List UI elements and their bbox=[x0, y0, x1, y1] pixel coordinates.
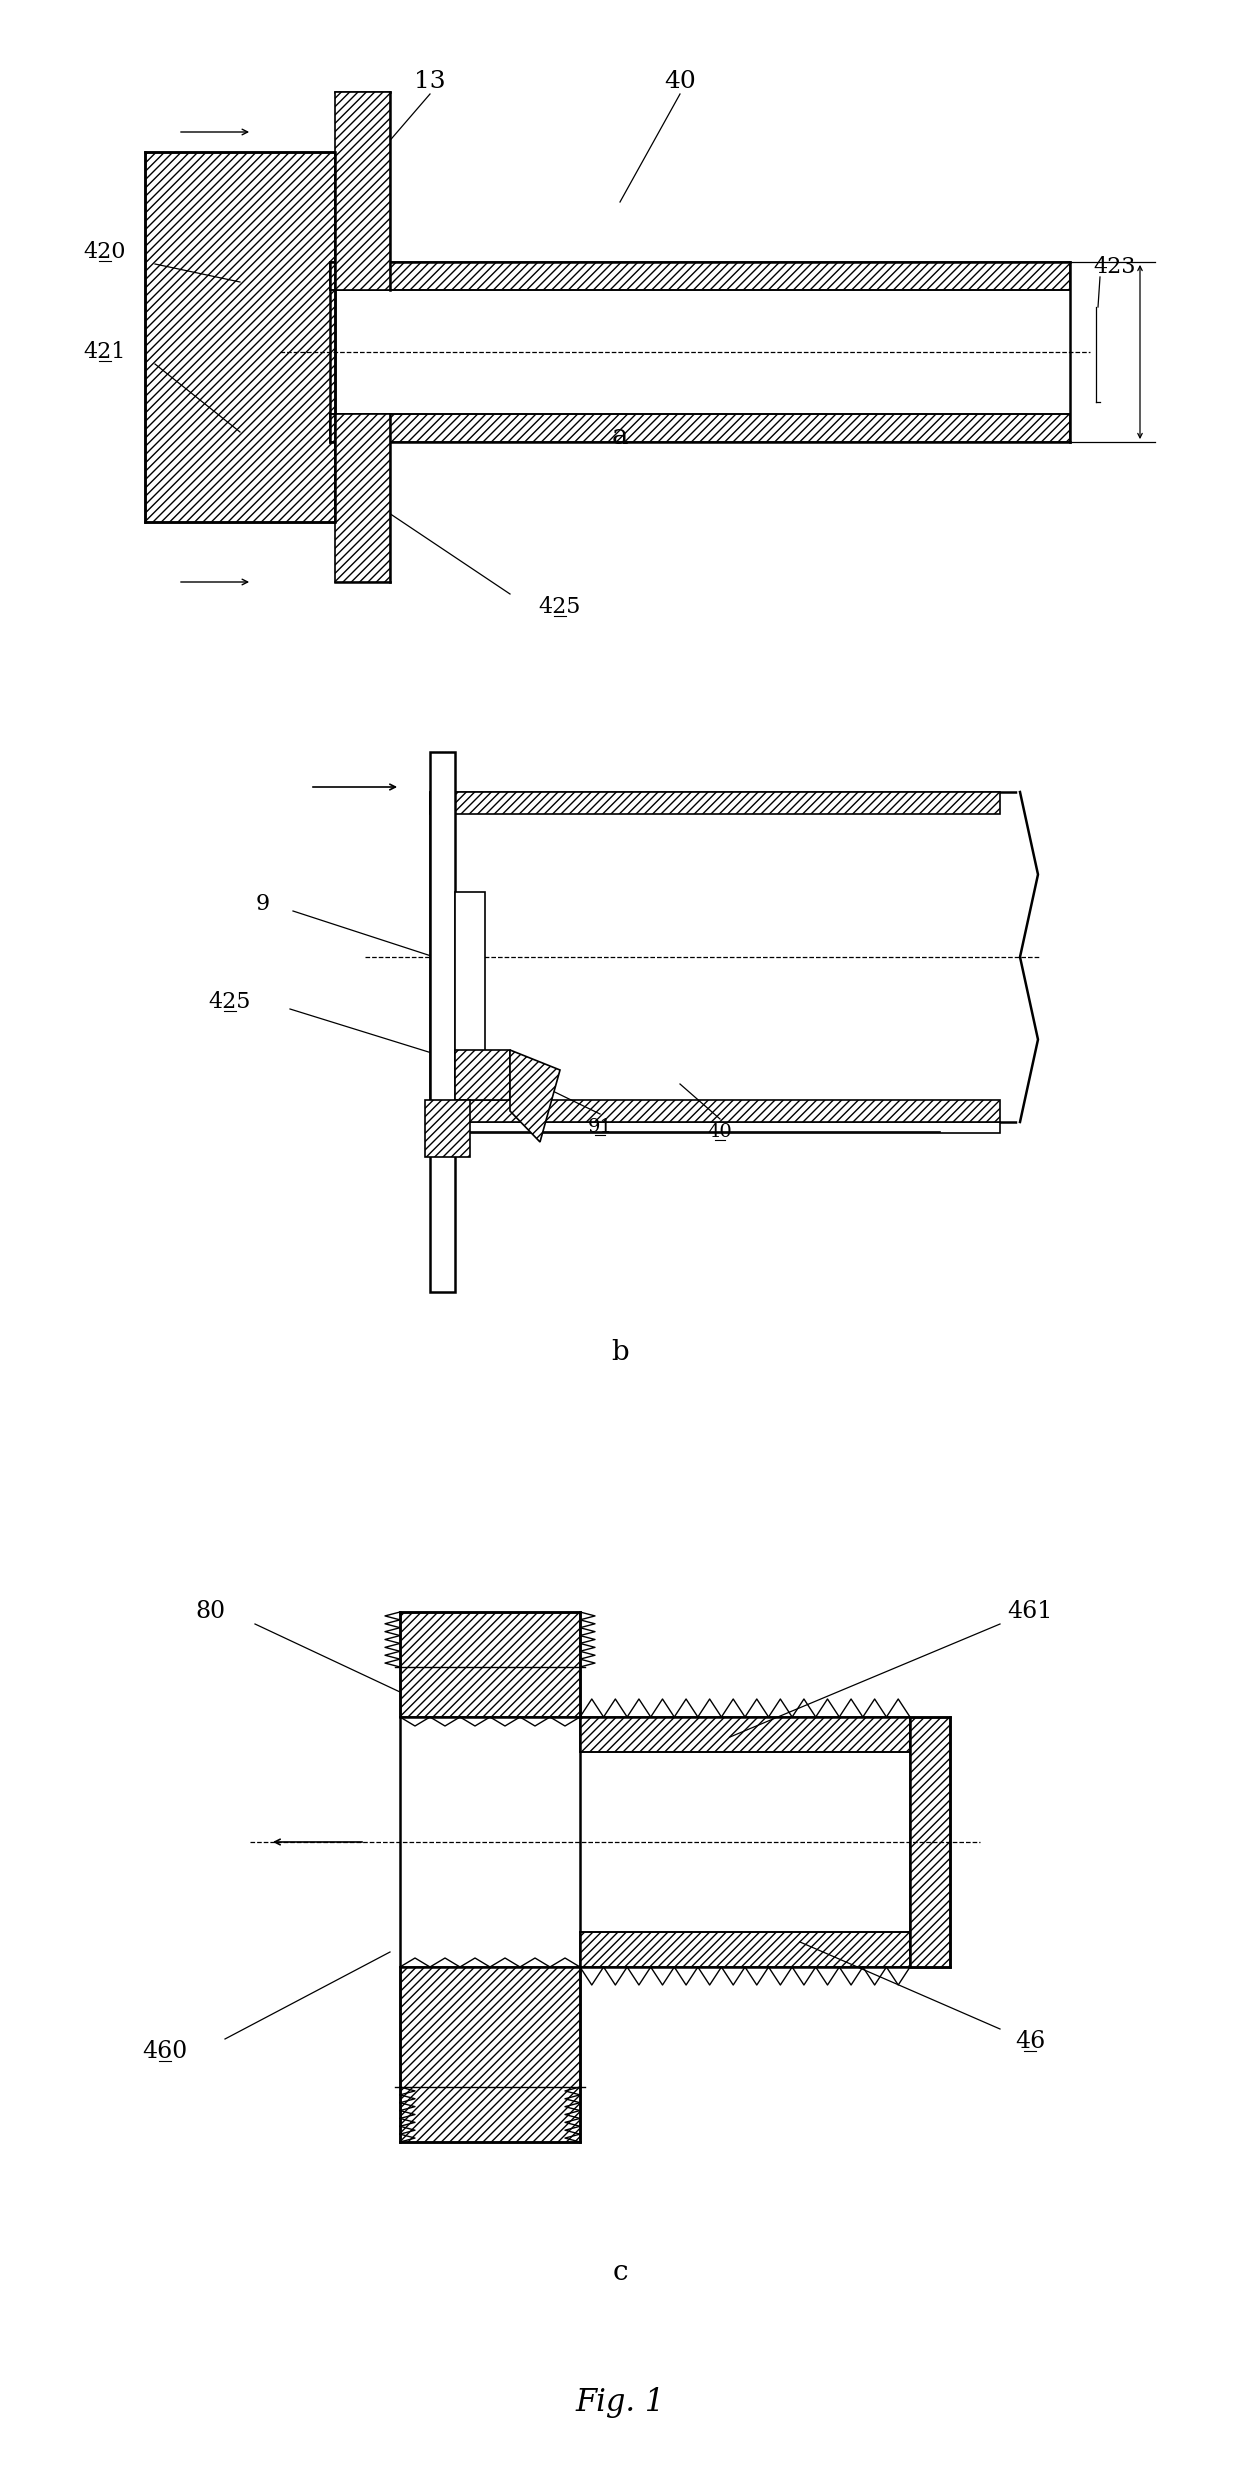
Bar bbox=[335, 92, 391, 290]
Text: 91: 91 bbox=[588, 1117, 613, 1137]
Polygon shape bbox=[510, 1050, 560, 1142]
Text: b: b bbox=[611, 1338, 629, 1365]
Bar bbox=[455, 891, 485, 1082]
Bar bbox=[430, 1100, 999, 1122]
Bar bbox=[430, 752, 455, 1293]
Bar bbox=[430, 792, 1021, 1122]
Bar bbox=[335, 414, 391, 581]
Bar bbox=[580, 1931, 910, 1968]
Bar bbox=[430, 1122, 999, 1132]
Bar bbox=[910, 1718, 950, 1968]
Text: 40: 40 bbox=[708, 1122, 733, 1142]
Text: 425: 425 bbox=[208, 990, 252, 1013]
Bar bbox=[330, 263, 1070, 290]
Bar bbox=[401, 1611, 580, 1718]
Text: 46: 46 bbox=[1014, 2030, 1045, 2053]
Bar bbox=[430, 792, 999, 814]
Text: 9: 9 bbox=[255, 894, 270, 916]
Text: Fig. 1: Fig. 1 bbox=[575, 2388, 665, 2417]
Text: 420: 420 bbox=[84, 241, 126, 263]
Text: 40: 40 bbox=[665, 69, 696, 94]
Text: 80: 80 bbox=[195, 1601, 226, 1623]
Bar bbox=[401, 1968, 580, 2142]
Bar bbox=[145, 151, 335, 521]
Text: c: c bbox=[613, 2259, 627, 2286]
Text: 461: 461 bbox=[1007, 1601, 1053, 1623]
Text: a: a bbox=[611, 424, 629, 452]
Text: 460: 460 bbox=[143, 2040, 187, 2063]
Text: 425: 425 bbox=[539, 596, 582, 618]
Text: 13: 13 bbox=[414, 69, 446, 94]
Text: 421: 421 bbox=[84, 340, 126, 362]
Bar bbox=[580, 1718, 910, 1752]
Bar bbox=[425, 1100, 470, 1157]
Bar bbox=[330, 414, 1070, 442]
Bar bbox=[455, 1050, 510, 1100]
Text: 423: 423 bbox=[1094, 256, 1136, 278]
